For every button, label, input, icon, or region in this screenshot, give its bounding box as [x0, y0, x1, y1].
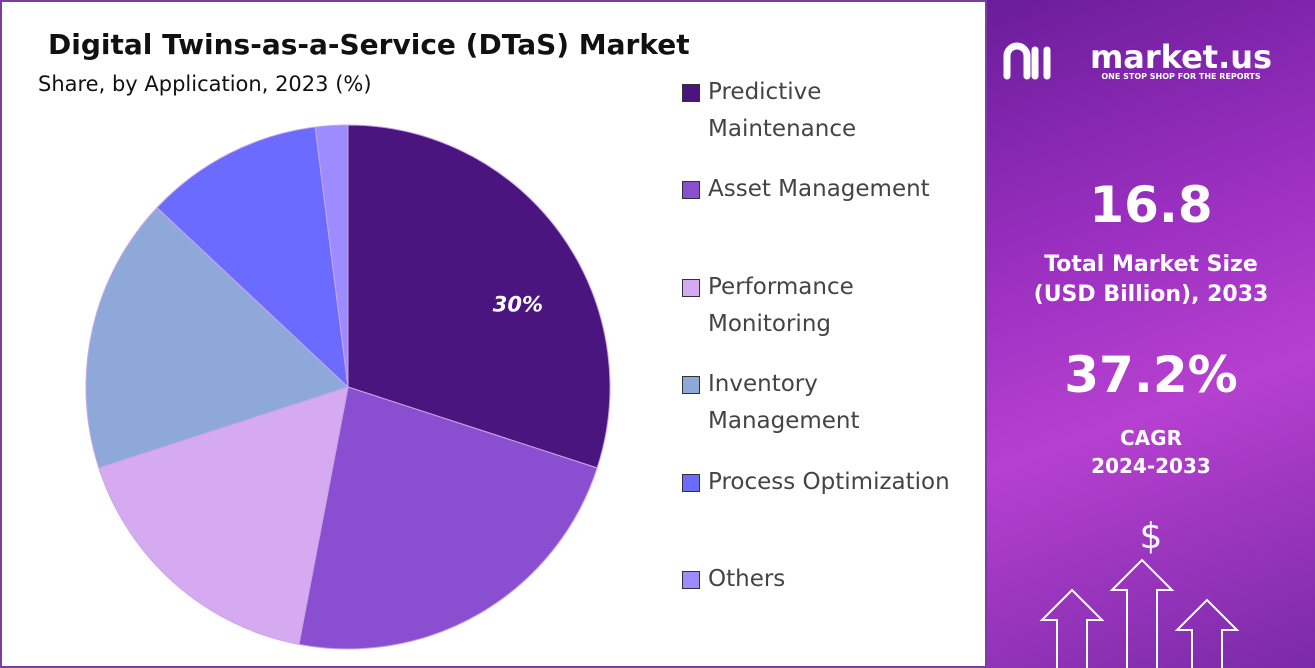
pie-slice	[298, 386, 598, 650]
market-size: 16.8	[1089, 176, 1213, 234]
market-size-label: Total Market Size (USD Billion), 2033	[1033, 252, 1269, 307]
legend-item: Performance Monitoring	[682, 269, 888, 343]
tagline: ONE STOP SHOP FOR THE REPORTS	[1101, 72, 1261, 81]
legend-label: Asset Management	[708, 176, 930, 202]
chart-area: Digital Twins-as-a-Service (DTaS) Market…	[0, 0, 987, 668]
legend-label: Inventory Management	[708, 371, 860, 434]
pie-chart: 30%	[85, 124, 611, 650]
legend-item: Asset Management	[682, 171, 1008, 208]
legend-item: Inventory Management	[682, 366, 888, 440]
brand: market.us	[1089, 38, 1273, 76]
data-label: 30%	[493, 292, 543, 316]
arrows	[1039, 558, 1240, 668]
legend-label: Performance Monitoring	[708, 274, 854, 337]
cagr-label: CAGR 2024-2033	[1091, 426, 1211, 478]
currency-icon: $	[1139, 516, 1163, 557]
chart-subtitle: Share, by Application, 2023 (%)	[38, 72, 372, 96]
pie-slice	[98, 386, 349, 645]
legend-swatch	[682, 474, 700, 492]
legend-item: Others	[682, 561, 1008, 598]
side-panel: market.us ONE STOP SHOP FOR THE REPORTS …	[987, 0, 1315, 668]
cagr: 37.2%	[1064, 346, 1238, 404]
legend-item: Process Optimization	[682, 464, 1008, 501]
pie-slice	[85, 206, 349, 469]
legend-swatch	[682, 376, 700, 394]
legend-swatch	[682, 571, 700, 589]
legend-swatch	[682, 279, 700, 297]
legend-item: Predictive Maintenance	[682, 74, 888, 148]
legend-label: Predictive Maintenance	[708, 79, 857, 142]
legend-swatch	[682, 84, 700, 102]
legend-swatch	[682, 181, 700, 199]
pie-slice	[156, 126, 349, 389]
pie-slice	[314, 124, 349, 388]
chart-title: Digital Twins-as-a-Service (DTaS) Market	[48, 28, 690, 61]
pie-slice	[347, 124, 611, 469]
logo-icon	[1003, 42, 1051, 80]
legend-label: Process Optimization	[708, 469, 950, 495]
legend-label: Others	[708, 566, 786, 592]
